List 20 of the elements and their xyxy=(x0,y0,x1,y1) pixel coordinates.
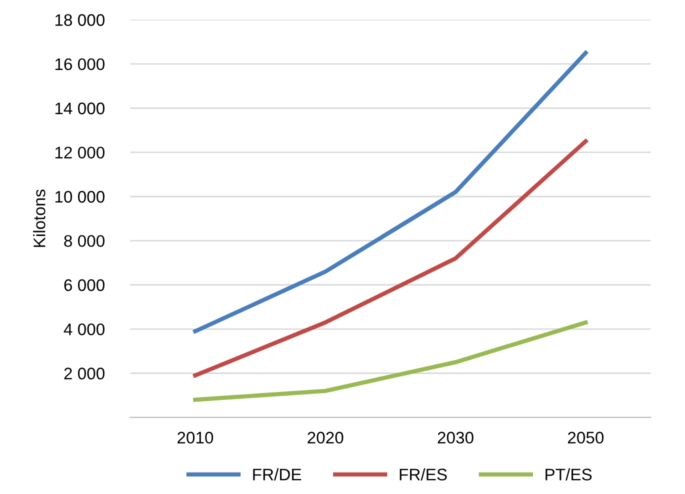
x-tick-label: 2020 xyxy=(308,432,344,444)
y-tick-label: 18 000 xyxy=(55,14,105,26)
y-tick-label: 12 000 xyxy=(55,146,105,159)
legend-label: FR/DE xyxy=(253,468,302,480)
y-tick-label: 8 000 xyxy=(64,235,104,247)
y-tick-label: 16 000 xyxy=(55,58,105,70)
x-tick-label: 2030 xyxy=(438,432,474,444)
legend-label: PT/ES xyxy=(546,468,592,480)
y-tick-label: 14 000 xyxy=(55,102,105,114)
y-tick-label: 4 000 xyxy=(64,323,104,336)
y-axis-title: Kilotons xyxy=(33,190,46,247)
x-tick-label: 2050 xyxy=(568,432,604,444)
y-tick-label: 10 000 xyxy=(55,190,105,203)
y-tick-label: 6 000 xyxy=(64,279,104,292)
y-tick-label: 2 000 xyxy=(64,368,104,380)
legend-label: FR/ES xyxy=(400,468,447,480)
x-tick-label: 2010 xyxy=(178,432,214,444)
line-series xyxy=(193,50,588,334)
line-series xyxy=(193,320,588,402)
line-series xyxy=(193,139,588,378)
